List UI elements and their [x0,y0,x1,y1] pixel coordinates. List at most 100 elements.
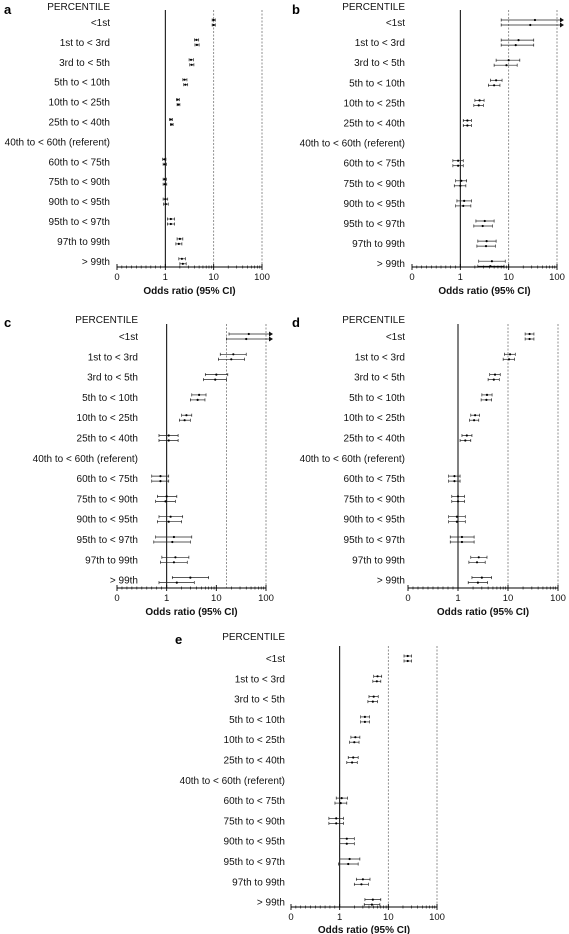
panel-b: b PERCENTILE <1st 1st to < 3rd 3rd to < 5th 5… [292,2,565,297]
tick-label: 1 [163,272,168,283]
row-label: 40th to < 60th (referent) [33,454,138,465]
panel-letter: e [175,632,182,647]
row-label: <1st [266,654,285,665]
point-estimate [493,373,497,376]
point-estimate [514,44,517,47]
point-estimate [478,99,481,102]
point-estimate [456,500,460,503]
row-label: 60th to < 75th [77,474,138,485]
point-estimate [492,378,495,381]
point-estimate [167,434,170,437]
point-estimate [169,222,172,226]
x-axis-title: Odds ratio (95% CI) [437,607,529,618]
point-estimate [529,23,532,27]
point-estimate [474,414,477,417]
point-estimate [164,500,167,503]
point-estimate [455,515,458,518]
point-estimate [245,337,248,341]
point-estimate [507,59,510,62]
tick-label: 0 [114,272,119,283]
row-label: > 99th [257,898,285,909]
point-estimate [465,434,468,437]
point-estimate [505,64,508,67]
row-label: 75th to < 90th [224,816,285,827]
tick-label: 10 [503,272,514,283]
point-estimate [178,237,181,240]
point-estimate [360,883,363,886]
point-estimate [528,337,531,341]
point-estimate [174,556,177,559]
row-label: 90th to < 95th [344,515,405,526]
row-label: > 99th [377,576,405,587]
point-estimate [184,83,187,86]
point-estimate [406,659,409,663]
point-estimate [214,378,217,381]
tick-label: 100 [258,593,274,604]
point-estimate [163,158,166,161]
tick-label: 1 [337,912,342,923]
x-axis-title: Odds ratio (95% CI) [143,286,235,297]
point-estimate [163,183,167,186]
ci-arrow [269,336,273,342]
tick-label: 0 [288,912,293,923]
point-estimate [159,475,162,478]
tick-label: 100 [254,272,270,283]
row-label: 25th to < 40th [344,119,405,130]
row-label: 97th to 99th [352,555,405,566]
row-label: > 99th [110,576,138,587]
tick-label: 1 [455,593,460,604]
row-label: 1st to < 3rd [88,352,138,363]
point-estimate [508,353,512,356]
row-label: 3rd to < 5th [59,58,110,69]
row-label: 75th to < 90th [77,494,138,505]
point-estimate [372,695,375,698]
point-estimate [459,184,462,187]
point-estimate [460,179,463,182]
point-estimate [363,720,367,724]
point-estimate [484,245,488,248]
point-estimate [339,802,342,805]
row-label: 40th to < 60th (referent) [300,454,405,465]
point-estimate [481,224,484,228]
tick-label: 10 [208,272,219,283]
row-label: 95th to < 97th [344,219,405,230]
tick-label: 0 [114,593,119,604]
point-estimate [460,535,464,539]
tick-label: 10 [211,593,222,604]
x-axis-title: Odds ratio (95% CI) [145,607,237,618]
point-estimate [406,654,409,658]
point-estimate [490,260,494,263]
point-estimate [167,439,170,442]
point-estimate [164,198,167,201]
point-estimate [345,837,348,840]
point-estimate [375,680,378,683]
point-estimate [247,332,250,336]
panel-a: a PERCENTILE <1st 1st to < 3rd 3rd to < 5th 5… [4,2,270,297]
row-label: 10th to < 25th [344,413,405,424]
percentile-header: PERCENTILE [222,632,285,643]
tick-label: 10 [503,593,514,604]
percentile-header: PERCENTILE [75,315,138,326]
point-estimate [167,520,170,523]
row-label: <1st [386,332,405,343]
point-estimate [185,414,188,417]
point-estimate [172,535,176,539]
row-label: 95th to < 97th [77,535,138,546]
x-axis-title: Odds ratio (95% CI) [438,286,530,297]
point-estimate [230,358,233,361]
point-estimate [232,353,235,356]
row-label: 60th to < 75th [344,159,405,170]
point-estimate [212,23,215,27]
row-label: 90th to < 95th [344,199,405,210]
tick-label: 0 [405,593,410,604]
row-label: 97th to 99th [232,877,285,888]
row-label: 97th to 99th [85,555,138,566]
row-label: 1st to < 3rd [235,674,285,685]
point-estimate [457,159,460,162]
row-label: 3rd to < 5th [354,58,405,69]
percentile-header: PERCENTILE [342,2,405,13]
point-estimate [457,164,460,167]
point-estimate [363,715,367,719]
point-estimate [195,43,199,47]
row-label: 40th to < 60th (referent) [180,776,285,787]
